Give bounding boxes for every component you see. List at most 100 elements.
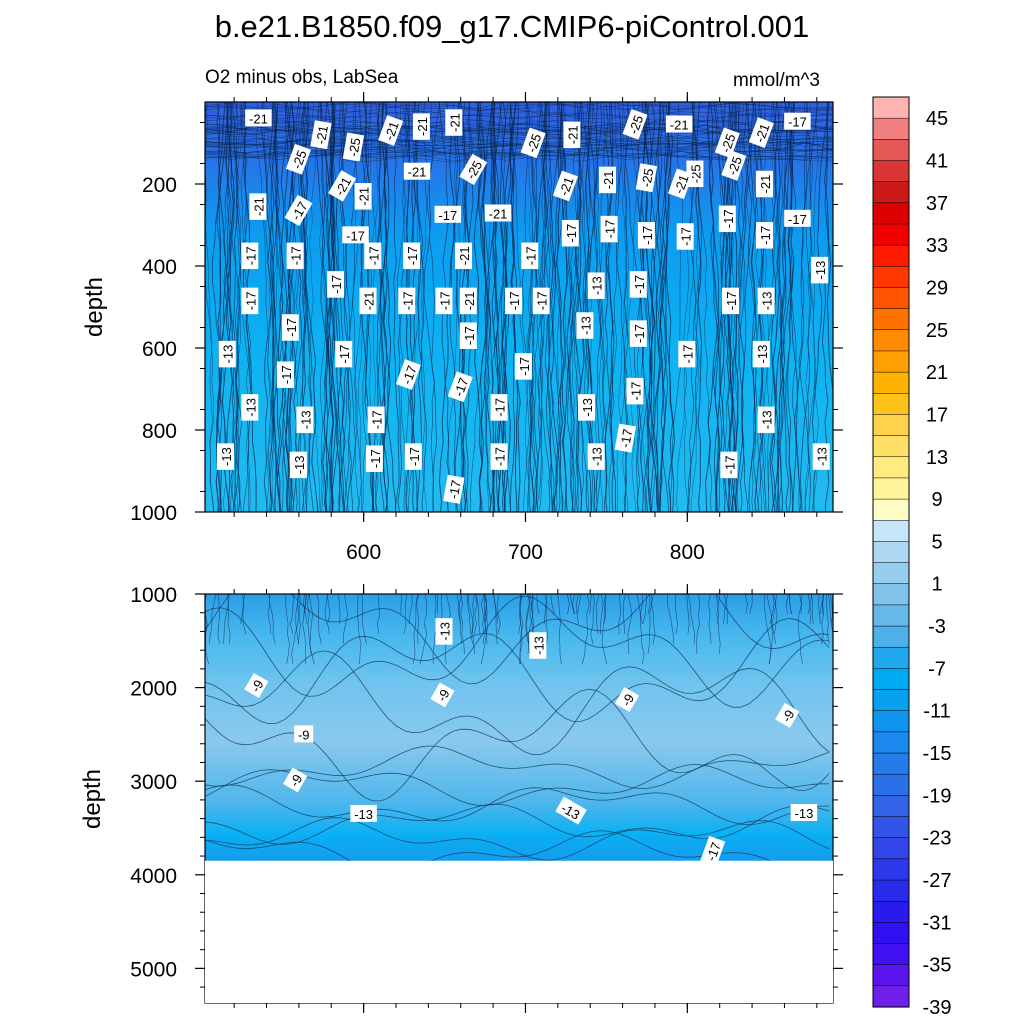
contour-label-text: -25 bbox=[718, 132, 739, 155]
contour-line bbox=[622, 594, 626, 635]
contour-label: -17 bbox=[722, 287, 739, 315]
contour-label-text: -17 bbox=[679, 227, 694, 246]
y-tick-label: 5000 bbox=[130, 958, 177, 981]
contour-label-box bbox=[359, 287, 377, 315]
contour-label-box bbox=[459, 322, 477, 349]
contour-label: -13 bbox=[587, 443, 605, 470]
contour-label: -13 bbox=[587, 272, 605, 299]
contour-label-box bbox=[435, 618, 453, 645]
contour-label: -17 bbox=[561, 219, 579, 247]
colorbar-swatch bbox=[872, 244, 910, 267]
contour-label-box bbox=[811, 256, 829, 284]
contour-line bbox=[309, 102, 321, 512]
contour-label: -13 bbox=[812, 443, 830, 470]
contour-line bbox=[618, 594, 621, 635]
colorbar-swatch bbox=[872, 498, 910, 521]
contour-label: -13 bbox=[435, 618, 453, 645]
contour-label: -17 bbox=[241, 287, 259, 315]
contour-label-text: -25 bbox=[725, 154, 746, 177]
contour-label-text: -13 bbox=[298, 410, 313, 429]
contour-label: -17 bbox=[700, 835, 726, 867]
contour-line bbox=[803, 102, 816, 512]
contour-line bbox=[550, 594, 555, 615]
contour-label: -25 bbox=[635, 163, 658, 193]
contour-line bbox=[797, 594, 803, 665]
contour-label: -21 bbox=[245, 109, 272, 127]
contour-label-text: -17 bbox=[724, 292, 739, 311]
contour-line bbox=[484, 102, 495, 512]
colorbar-label: 33 bbox=[926, 235, 948, 257]
contour-line bbox=[205, 154, 833, 163]
contour-line bbox=[599, 594, 604, 635]
contour-line bbox=[771, 102, 781, 512]
contour-line bbox=[716, 594, 720, 625]
contour-label: -17 bbox=[342, 226, 369, 244]
contour-line bbox=[324, 594, 328, 625]
contour-label-text: -17 bbox=[284, 318, 299, 337]
contour-label-box bbox=[434, 205, 462, 223]
contour-label-text: -13 bbox=[219, 447, 234, 466]
contour-label-text: -17 bbox=[279, 365, 294, 384]
contour-line bbox=[205, 803, 830, 845]
colorbar-swatch bbox=[872, 456, 910, 479]
contour-line bbox=[518, 594, 521, 635]
contour-label-text: -21 bbox=[462, 292, 477, 311]
contour-line bbox=[297, 594, 301, 645]
contour-label: -17 bbox=[490, 443, 508, 470]
contour-label-box bbox=[241, 394, 259, 421]
contour-label-box bbox=[700, 835, 726, 867]
contour-label-box bbox=[552, 170, 578, 202]
contour-line bbox=[658, 102, 669, 512]
contour-label-box bbox=[622, 108, 648, 140]
contour-line bbox=[572, 594, 575, 615]
contour-label-text: -17 bbox=[368, 449, 383, 468]
contour-label-box bbox=[757, 406, 775, 434]
contour-label-text: -13 bbox=[243, 398, 258, 417]
contour-label: -21 bbox=[748, 117, 774, 148]
contour-label-text: -17 bbox=[632, 324, 647, 343]
contour-label: -17 bbox=[718, 205, 736, 233]
contour-label: -17 bbox=[459, 322, 477, 349]
contour-line bbox=[205, 102, 214, 512]
contour-label: -13 bbox=[757, 406, 775, 434]
contour-label-text: -13 bbox=[815, 447, 830, 466]
contour-line bbox=[215, 102, 228, 512]
x-tick-label: 600 bbox=[346, 541, 381, 564]
contour-line bbox=[493, 594, 498, 625]
contour-label: -17 bbox=[490, 394, 508, 421]
colorbar-swatch bbox=[872, 520, 910, 542]
contour-label: -17 bbox=[720, 451, 738, 479]
colorbar-frame bbox=[872, 96, 910, 1008]
contour-line bbox=[800, 102, 819, 512]
contour-label: -25 bbox=[622, 108, 648, 140]
contour-line bbox=[824, 102, 833, 424]
contour-label-box bbox=[459, 287, 477, 315]
contour-line bbox=[590, 594, 595, 645]
contour-label: -21 bbox=[665, 115, 693, 133]
contour-label: -9 bbox=[244, 672, 269, 698]
contour-line bbox=[266, 102, 279, 512]
contour-line bbox=[319, 102, 329, 512]
contour-line bbox=[205, 764, 830, 806]
contour-label-box bbox=[718, 205, 736, 233]
contour-label-text: -17 bbox=[523, 246, 538, 265]
colorbar-swatch bbox=[872, 435, 910, 458]
contour-label-text: -17 bbox=[462, 326, 477, 345]
contour-line bbox=[419, 594, 428, 665]
contour-line bbox=[772, 102, 783, 512]
contour-label-box bbox=[784, 112, 811, 130]
contour-label: -25 bbox=[342, 132, 365, 162]
contour-line bbox=[744, 594, 748, 615]
colorbar-label: -11 bbox=[923, 701, 950, 723]
contour-label-box bbox=[249, 193, 267, 220]
contour-line bbox=[647, 594, 651, 615]
contour-line bbox=[769, 102, 790, 512]
contour-line bbox=[361, 594, 367, 645]
contour-label-text: -17 bbox=[407, 447, 422, 466]
contour-label-box bbox=[245, 109, 272, 127]
contour-label-box bbox=[756, 170, 773, 198]
contour-label-box bbox=[722, 287, 739, 315]
x-tick-label: 800 bbox=[670, 541, 705, 564]
contour-line bbox=[603, 594, 607, 625]
